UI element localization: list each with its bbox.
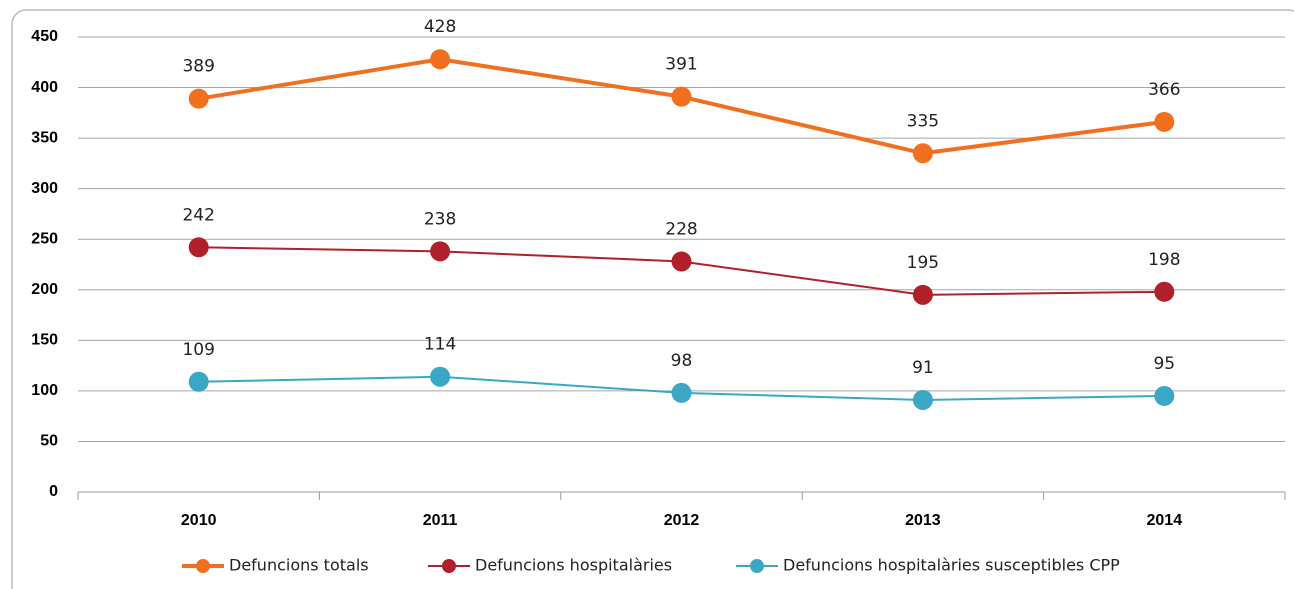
- legend-label: Defuncions hospitalàries susceptibles CP…: [783, 556, 1120, 575]
- legend-label: Defuncions totals: [229, 556, 369, 575]
- y-tick-label: 50: [40, 433, 58, 450]
- data-label: 391: [665, 55, 697, 75]
- y-tick-label: 200: [31, 281, 58, 298]
- x-tick-label: 2014: [1147, 512, 1183, 529]
- data-point: [188, 237, 209, 258]
- data-point: [430, 366, 451, 387]
- data-label: 389: [182, 57, 214, 77]
- y-tick-label: 250: [31, 230, 58, 247]
- data-point: [671, 382, 692, 403]
- y-tick-label: 350: [31, 129, 58, 146]
- data-point: [1154, 111, 1175, 132]
- data-label: 366: [1148, 80, 1180, 100]
- data-label: 195: [907, 253, 939, 273]
- data-point: [188, 371, 209, 392]
- y-tick-label: 400: [31, 79, 58, 96]
- data-label: 335: [907, 111, 939, 131]
- x-tick-label: 2013: [905, 512, 941, 529]
- legend-marker: [442, 559, 456, 573]
- y-tick-label: 0: [49, 483, 58, 500]
- legend-marker: [196, 559, 210, 573]
- y-tick-label: 450: [31, 28, 58, 45]
- data-label: 238: [424, 209, 456, 229]
- data-label: 198: [1148, 250, 1180, 270]
- data-label: 228: [665, 219, 697, 239]
- x-tick-label: 2012: [664, 512, 700, 529]
- data-point: [1154, 281, 1175, 302]
- legend-marker: [750, 559, 764, 573]
- data-point: [912, 143, 933, 164]
- y-tick-label: 150: [31, 332, 58, 349]
- data-label: 242: [182, 205, 214, 225]
- x-tick-label: 2011: [423, 512, 458, 529]
- data-point: [1154, 385, 1175, 406]
- data-point: [430, 241, 451, 262]
- x-tick-label: 2010: [181, 512, 217, 529]
- legend-label: Defuncions hospitalàries: [475, 556, 672, 575]
- data-label: 91: [912, 358, 934, 378]
- chart-border: [11, 9, 1294, 589]
- data-point: [912, 284, 933, 305]
- data-label: 109: [182, 340, 214, 360]
- data-point: [912, 389, 933, 410]
- data-point: [671, 86, 692, 107]
- data-label: 98: [671, 351, 693, 371]
- data-point: [188, 88, 209, 109]
- data-label: 95: [1153, 354, 1175, 374]
- data-point: [430, 49, 451, 70]
- y-tick-label: 300: [31, 180, 58, 197]
- data-point: [671, 251, 692, 272]
- data-label: 114: [424, 335, 456, 355]
- data-label: 428: [424, 17, 456, 37]
- y-tick-label: 100: [31, 382, 58, 399]
